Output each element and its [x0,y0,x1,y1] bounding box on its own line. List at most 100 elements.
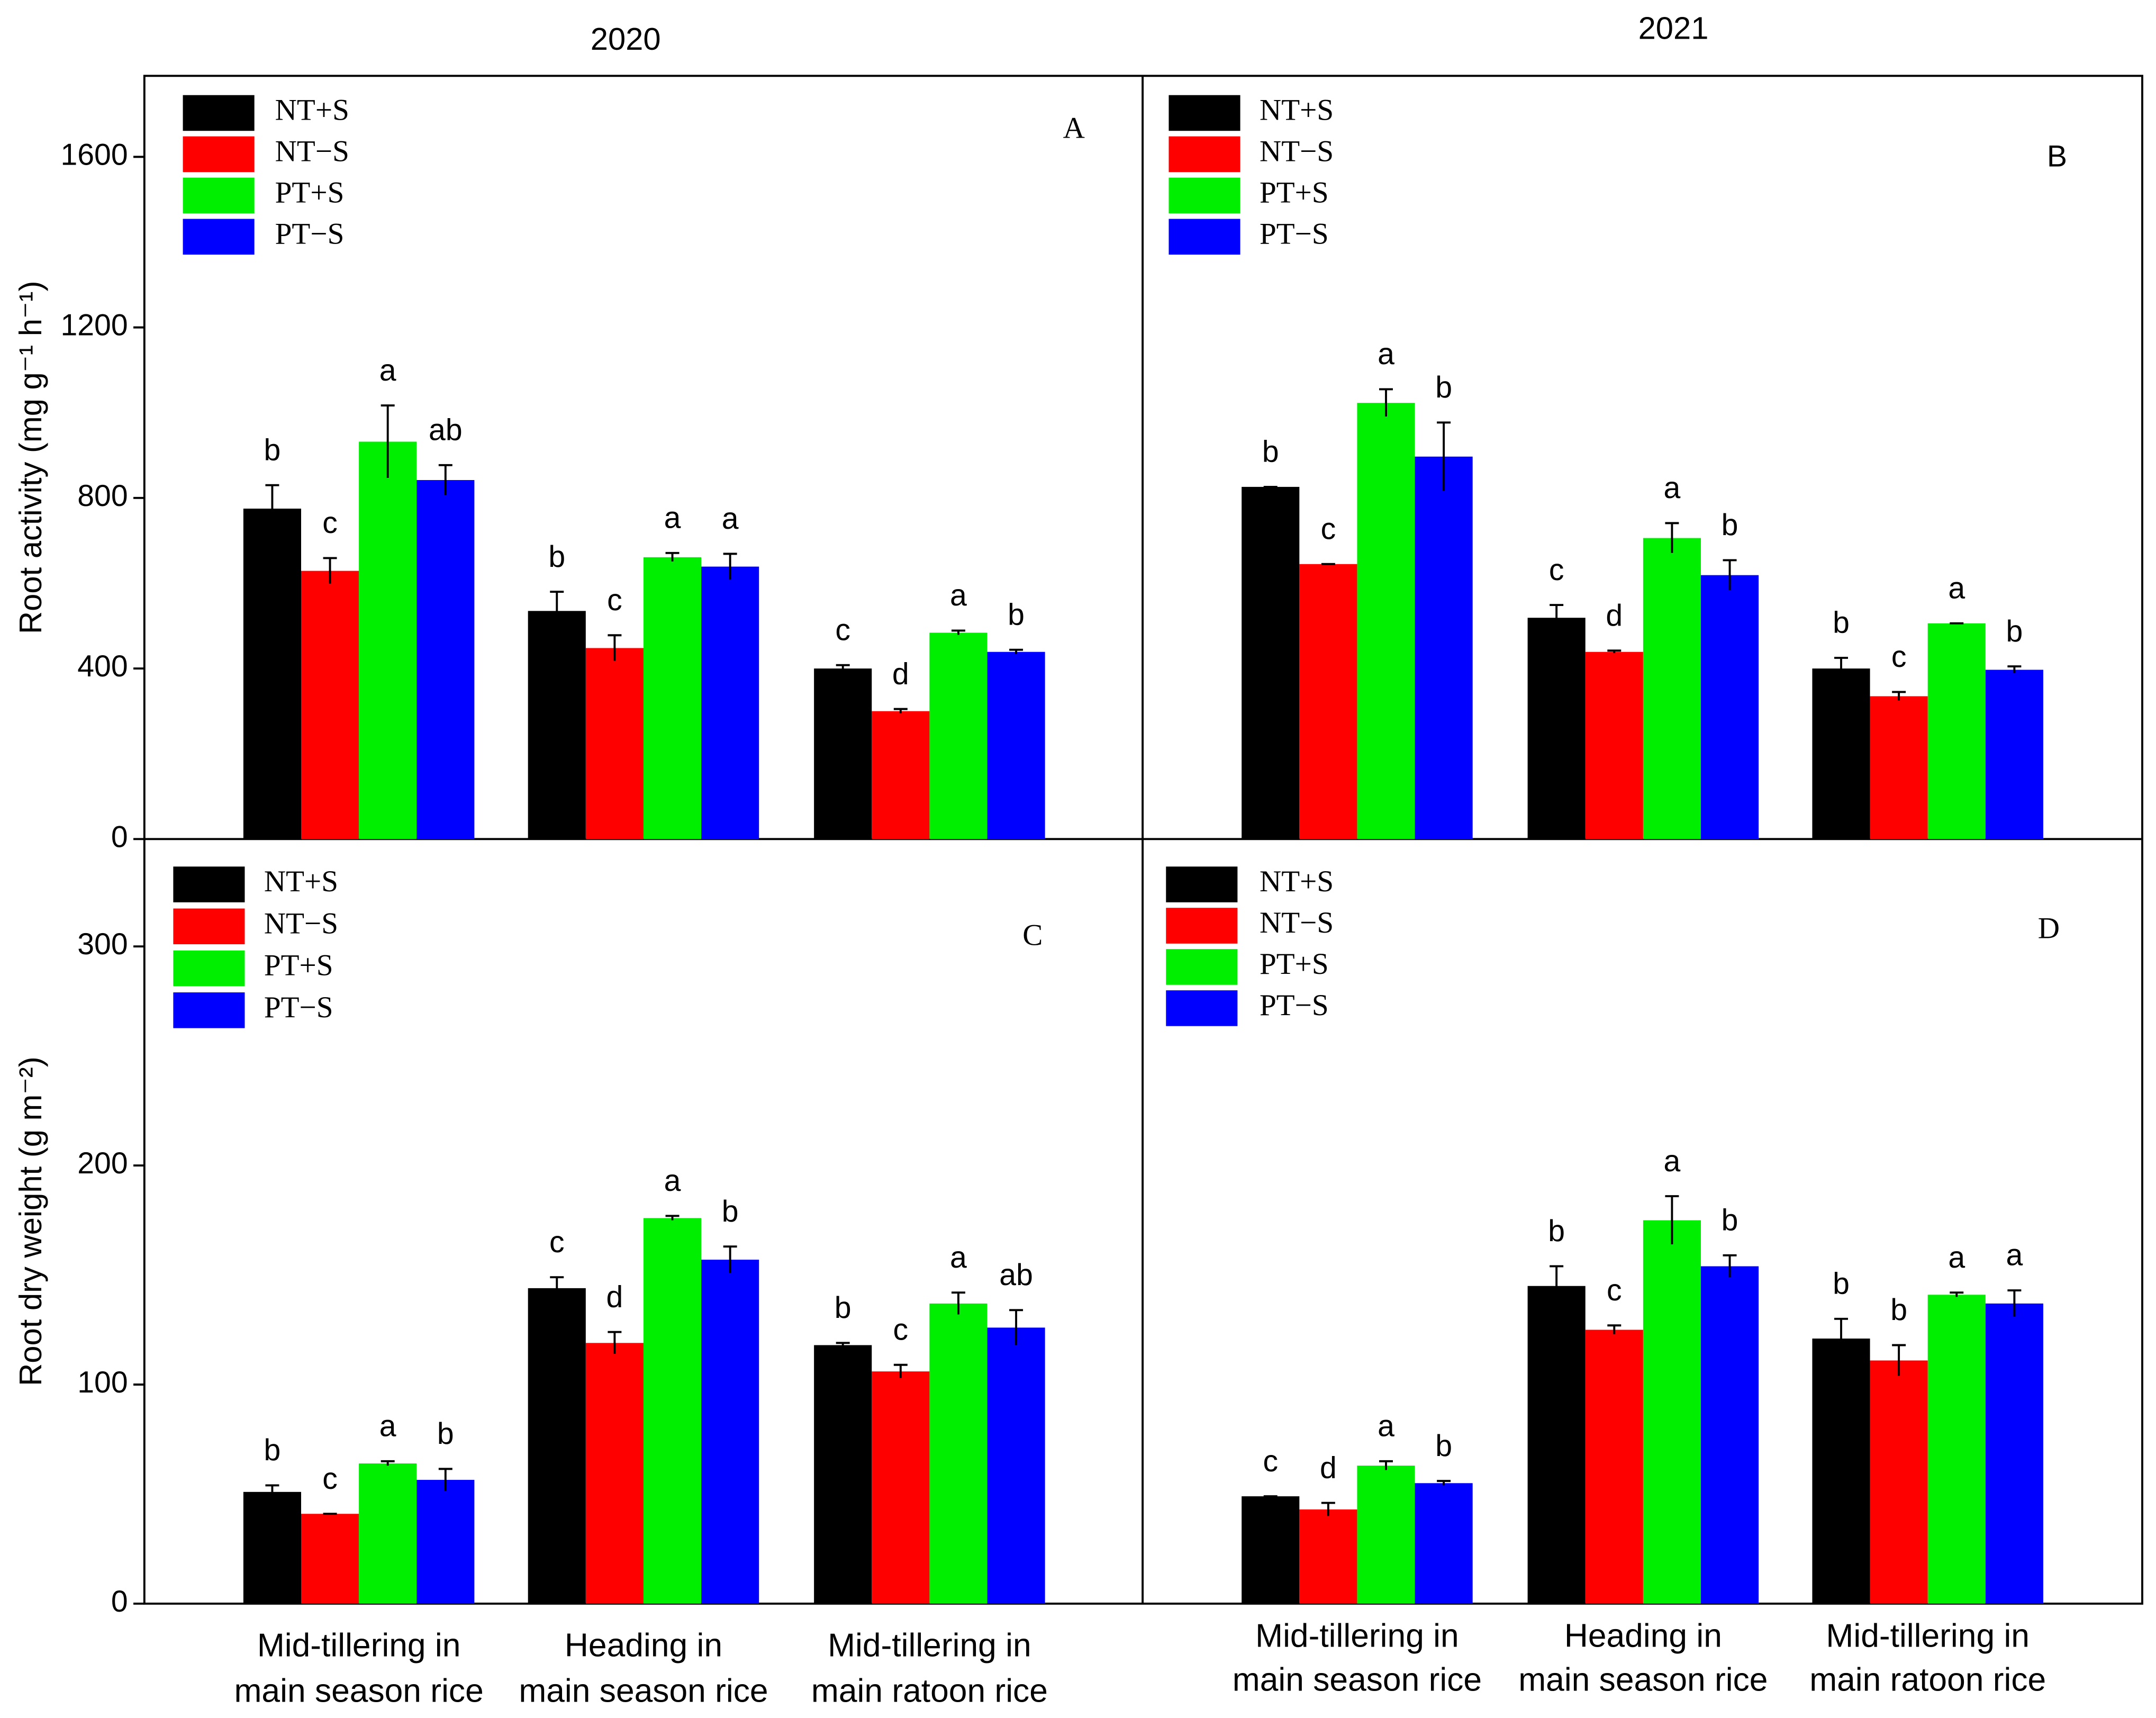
y-tick-label: 300 [77,927,128,961]
significance-letter: a [664,1164,681,1198]
legend-swatch [183,136,255,173]
significance-letter: c [549,1225,565,1259]
bar [1357,1466,1415,1604]
legend-swatch [183,177,255,214]
bar [701,566,759,839]
legend-swatch [183,219,255,255]
legend-swatch [1168,95,1240,131]
significance-letter: c [1891,640,1907,674]
x-tick-label: main season rice [519,1672,768,1709]
significance-letter: b [264,1433,281,1467]
bar [301,1514,359,1604]
legend-label: NT−S [275,135,349,168]
bar [528,1288,586,1604]
legend-label: PT+S [275,176,345,209]
bar [301,571,359,839]
significance-letter: ab [429,413,463,447]
y-tick-label: 400 [77,649,128,683]
significance-letter: d [892,657,909,691]
bar [1527,1286,1586,1604]
y-tick-label: 0 [111,820,128,854]
significance-letter: b [1435,1429,1452,1463]
significance-letter: b [1548,1214,1565,1248]
significance-letter: a [1948,1241,1965,1274]
x-tick-label: main season rice [1518,1661,1768,1698]
y-axis-label: Root activity (mg g⁻¹ h⁻¹) [13,281,48,634]
legend-label: PT+S [1260,176,1329,209]
bar [528,611,586,839]
significance-letter: c [1607,1273,1622,1307]
bar [1415,1483,1473,1604]
x-tick-label: Heading in [565,1627,722,1664]
x-tick-label: Mid-tillering in [1255,1617,1459,1654]
legend-label: PT+S [1260,947,1329,981]
legend-label: PT+S [264,949,333,982]
bar [1643,538,1701,839]
legend-label: PT−S [1260,217,1329,250]
bar [1299,564,1357,839]
significance-letter: a [664,501,681,535]
legend-label: PT−S [275,217,345,250]
bar [701,1260,759,1604]
panel-label: B [2047,139,2067,173]
legend-label: PT−S [264,991,333,1024]
bar [929,1303,988,1604]
bar [814,1345,872,1604]
legend-label: NT−S [264,907,338,940]
significance-letter: a [379,1409,396,1443]
legend-swatch [1166,949,1238,985]
legend-swatch [173,950,245,987]
significance-letter: a [1948,571,1965,605]
bar [1700,1266,1759,1604]
y-tick-label: 0 [111,1585,128,1618]
significance-letter: ab [999,1258,1033,1292]
bar [987,652,1045,839]
significance-letter: b [1722,1204,1738,1237]
bar [359,1463,417,1604]
chart-title: 2020 [591,21,661,57]
significance-letter: b [1435,370,1452,404]
legend-swatch [1166,866,1238,902]
panel-label: C [1022,919,1043,952]
significance-letter: c [1321,512,1336,546]
y-axis-label: Root dry weight (g m⁻²) [13,1056,48,1386]
x-tick-label: main season rice [1233,1661,1482,1698]
bar [872,1371,930,1604]
y-tick-label: 200 [77,1146,128,1180]
x-tick-label: Mid-tillering in [828,1627,1031,1664]
significance-letter: b [1262,435,1279,469]
y-tick-label: 800 [77,479,128,513]
significance-letter: a [379,354,396,387]
x-tick-label: main season rice [234,1672,484,1709]
bar [243,508,302,839]
significance-letter: c [1263,1444,1278,1478]
bar [987,1327,1045,1604]
legend-swatch [1166,990,1238,1026]
legend-swatch [1168,136,1240,173]
significance-letter: a [950,578,967,612]
bar [1527,618,1586,839]
y-tick-label: 100 [77,1366,128,1399]
bar [1985,670,2043,839]
bar [1415,456,1473,839]
legend-swatch [173,992,245,1028]
significance-letter: c [1549,553,1564,587]
x-tick-label: main ratoon rice [811,1672,1048,1709]
legend-label: NT−S [1260,906,1334,939]
significance-letter: a [722,502,739,536]
chart-title: 2021 [1638,10,1709,46]
panel-label: A [1063,111,1085,144]
legend-swatch [173,908,245,945]
y-tick-label: 1200 [60,309,128,342]
bar [1242,1496,1300,1604]
bar [1299,1509,1357,1604]
bar [416,480,475,839]
significance-letter: a [1664,1144,1681,1178]
bar [1643,1220,1701,1604]
bar [643,1218,702,1604]
significance-letter: c [835,613,850,647]
significance-letter: d [1320,1451,1337,1485]
x-tick-label: main ratoon rice [1809,1661,2046,1698]
